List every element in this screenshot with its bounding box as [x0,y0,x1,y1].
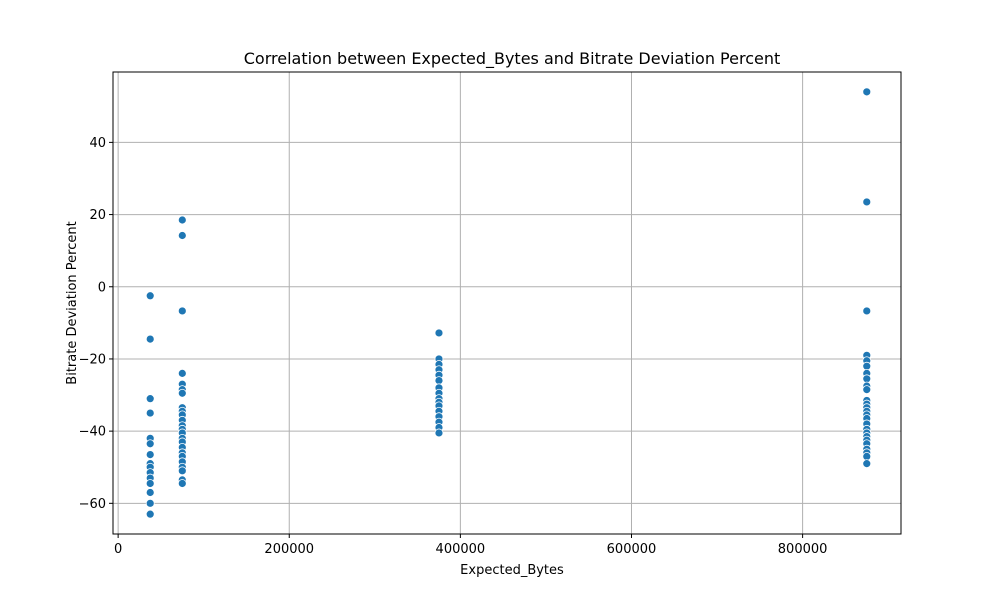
scatter-point [145,291,155,301]
x-tick-label: 0 [114,542,122,557]
y-axis-ticks: −60 −40 −20 0 20 40 [79,136,113,512]
scatter-point [177,479,187,488]
x-axis-label: Expected_Bytes [460,563,564,578]
scatter-point [177,368,187,378]
scatter-point [177,215,187,225]
plot-frame [112,71,902,535]
x-tick-label: 600000 [607,542,657,557]
x-tick-label: 800000 [778,542,828,557]
scatter-point [434,376,444,386]
scatter-point [434,328,444,338]
y-axis-label: Bitrate Deviation Percent [65,221,80,384]
scatter-point [145,334,155,344]
grid-lines [113,72,901,534]
x-tick-label: 400000 [436,542,486,557]
scatter-point [434,428,444,438]
scatter-point [177,231,187,240]
scatter-point [145,394,155,404]
y-tick-label: 0 [98,280,106,295]
scatter-point [862,306,872,316]
scatter-point [177,388,187,398]
scatter-point [862,459,872,469]
y-tick-label: −40 [79,425,106,440]
scatter-point [145,439,155,449]
scatter-point [862,451,872,461]
scatter-point [177,466,187,476]
scatter-point [145,408,155,418]
scatter-point [177,306,187,316]
scatter-point [145,450,155,459]
y-tick-label: 20 [89,208,106,223]
data-points [145,87,872,519]
scatter-point [862,197,872,207]
x-tick-label: 200000 [264,542,314,557]
y-tick-label: −20 [79,352,106,367]
scatter-point [862,374,872,384]
scatter-point [145,509,155,519]
scatter-point [862,385,872,395]
scatter-point [145,488,155,497]
y-tick-label: −60 [79,497,106,512]
x-axis-ticks: 0 200000 400000 600000 800000 [114,534,827,557]
scatter-point [145,479,155,488]
y-tick-label: 40 [89,136,106,151]
chart-title: Correlation between Expected_Bytes and B… [244,49,781,69]
scatter-point [862,361,872,371]
scatter-point [145,498,155,508]
scatter-point [862,87,872,97]
